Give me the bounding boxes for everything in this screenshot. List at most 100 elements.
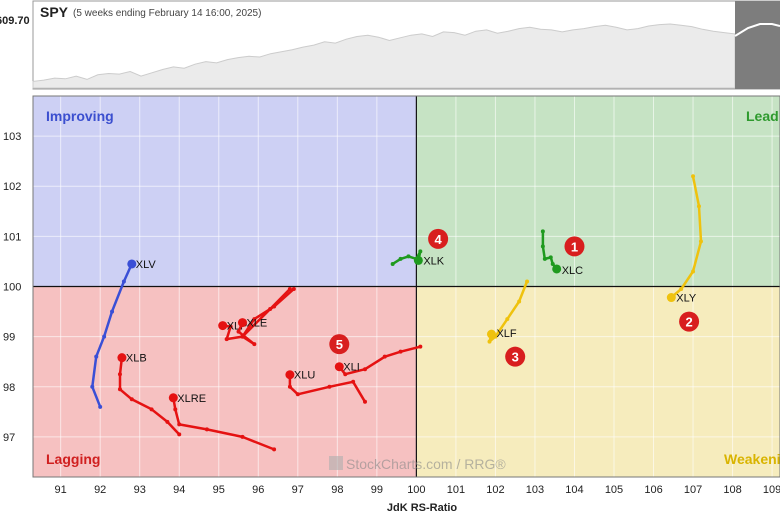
trail-xly: XLY xyxy=(666,174,703,305)
badge-4: 4 xyxy=(428,228,449,249)
trail-label-xlb: XLB xyxy=(126,353,147,365)
x-tick-label: 98 xyxy=(331,484,343,496)
x-tick-label: 93 xyxy=(134,484,146,496)
trail-point xyxy=(525,279,530,284)
trail-point xyxy=(272,447,277,452)
trail-point xyxy=(117,372,122,377)
trail-point xyxy=(698,239,703,244)
head-point-xlf xyxy=(486,329,496,339)
trail-point xyxy=(117,387,122,392)
trail-point xyxy=(418,344,423,349)
trail-point xyxy=(224,337,229,342)
x-tick-label: 100 xyxy=(407,484,425,496)
spy-current-shade xyxy=(735,1,780,89)
badge-number: 2 xyxy=(685,315,692,330)
trail-point xyxy=(252,317,257,322)
trail-xlv: XLV xyxy=(90,259,156,409)
trail-point xyxy=(129,397,134,402)
trail-xlu: XLU xyxy=(285,370,367,404)
quadrant-label-lagging: Lagging xyxy=(46,451,100,467)
x-tick-label: 96 xyxy=(252,484,264,496)
trail-point xyxy=(696,204,701,209)
head-point-xlb xyxy=(117,353,127,363)
badge-number: 1 xyxy=(571,239,578,254)
trail-xlk: XLK xyxy=(390,249,445,267)
badge-circle xyxy=(505,346,526,367)
trail-point xyxy=(382,354,387,359)
x-tick-label: 99 xyxy=(371,484,383,496)
trail-xle: XLE xyxy=(236,287,296,347)
trail-point xyxy=(236,329,241,334)
x-tick-label: 106 xyxy=(644,484,662,496)
x-tick-label: 91 xyxy=(55,484,67,496)
trail-point xyxy=(90,384,95,389)
trail-point xyxy=(351,379,356,384)
trail-point xyxy=(505,317,510,322)
head-point-xle xyxy=(237,318,247,328)
badge-circle xyxy=(428,228,449,249)
trail-point xyxy=(121,279,126,284)
quadrant-lagging xyxy=(33,286,417,477)
badge-number: 3 xyxy=(512,350,519,365)
trail-point xyxy=(177,422,182,427)
trail-point xyxy=(287,384,292,389)
trail-point xyxy=(272,304,277,309)
trail-point xyxy=(204,427,209,432)
badge-5: 5 xyxy=(329,334,350,355)
trail-point xyxy=(252,342,257,347)
spy-price-area xyxy=(32,23,736,89)
trail-point xyxy=(295,392,300,397)
trail-point xyxy=(398,256,403,261)
trail-point xyxy=(406,254,411,259)
spy-current-line xyxy=(734,23,780,37)
trail-point xyxy=(173,407,178,412)
trail-xli: XLI xyxy=(334,344,423,377)
trail-point xyxy=(327,384,332,389)
trail-point xyxy=(363,367,367,372)
plot-frame xyxy=(32,95,780,478)
trail-point xyxy=(542,256,547,261)
badge-3: 3 xyxy=(505,346,526,367)
x-tick-label: 105 xyxy=(605,484,623,496)
trail-point xyxy=(177,432,182,437)
plot-area: Improving Leading Lagging Weakening Stoc… xyxy=(32,95,780,478)
trail-point xyxy=(343,372,348,377)
trail-point xyxy=(390,261,395,266)
trail-point xyxy=(98,404,103,409)
x-tick-label: 109 xyxy=(763,484,780,496)
badge-circle xyxy=(679,311,700,332)
quadrant-label-weakening: Weakening xyxy=(724,451,780,467)
trail-point xyxy=(540,244,545,249)
trail-label-xlv: XLV xyxy=(136,259,157,271)
trail-point xyxy=(102,334,107,339)
trail-point xyxy=(110,309,115,314)
trail-point xyxy=(398,349,403,354)
trail-label-xly: XLY xyxy=(676,293,697,305)
badge-1: 1 xyxy=(564,236,585,257)
trail-point xyxy=(363,399,367,404)
number-badges: 1 2 3 4 5 xyxy=(329,228,700,367)
badge-number: 4 xyxy=(435,232,443,247)
head-point-xli xyxy=(334,362,344,372)
spy-period: (5 weeks ending February 14 16:00, 2025) xyxy=(73,8,261,19)
y-tick-label: 102 xyxy=(3,181,21,193)
y-tick-label: 99 xyxy=(3,332,15,344)
trail-xlf: XLF xyxy=(486,279,530,344)
head-point-xlre xyxy=(168,393,178,403)
trail-label-xli: XLI xyxy=(343,362,360,374)
x-tick-label: 95 xyxy=(213,484,225,496)
quadrant-improving xyxy=(33,96,417,287)
spy-price-label: 609.70 xyxy=(0,15,30,27)
badge-number: 5 xyxy=(336,337,343,352)
x-tick-label: 94 xyxy=(173,484,185,496)
x-tick-label: 103 xyxy=(526,484,544,496)
x-tick-label: 102 xyxy=(486,484,504,496)
trail-point xyxy=(487,339,492,344)
head-point-xlp xyxy=(218,321,228,331)
badge-circle xyxy=(564,236,585,257)
trail-point xyxy=(291,287,296,292)
trail-label-xlre: XLRE xyxy=(177,393,206,405)
y-axis-ticks: 97 98 99 100 101 102 103 xyxy=(3,131,21,444)
trail-xlb: XLB xyxy=(117,353,182,437)
